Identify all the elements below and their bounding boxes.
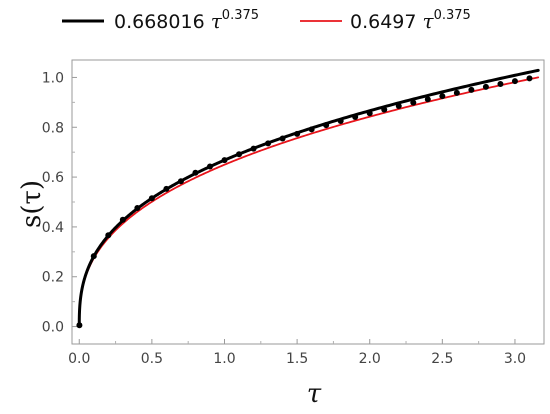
- legend-var-series-1: τ: [211, 9, 223, 33]
- data-point: [337, 117, 344, 124]
- data-point: [497, 81, 504, 88]
- x-axis-ticks: 0.0 0.5 1.0 1.5 2.0 2.5 3.0: [68, 339, 526, 367]
- data-point: [410, 99, 417, 106]
- legend-coef-series-2: 0.6497: [350, 11, 416, 33]
- legend: 0.668016 τ0.375 0.6497 τ0.375: [62, 8, 471, 33]
- data-point: [177, 178, 184, 185]
- data-point: [526, 75, 533, 82]
- y-tick-label: 0.8: [42, 120, 64, 136]
- data-point: [424, 96, 431, 103]
- y-tick-label: 0.0: [42, 320, 64, 336]
- points-layer: [76, 75, 533, 329]
- data-point: [352, 114, 359, 121]
- data-point: [250, 145, 257, 152]
- data-point: [294, 130, 301, 137]
- x-axis-label: τ: [307, 379, 322, 409]
- x-tick-label: 0.0: [68, 351, 90, 367]
- data-point: [366, 110, 373, 117]
- data-point: [163, 185, 170, 192]
- data-point: [511, 78, 518, 85]
- legend-exp-series-1: 0.375: [222, 8, 259, 23]
- data-point: [482, 83, 489, 90]
- data-point: [119, 216, 126, 223]
- y-tick-label: 0.4: [42, 220, 64, 236]
- x-tick-label: 3.0: [504, 351, 526, 367]
- data-point: [192, 169, 199, 176]
- legend-exp-series-2: 0.375: [434, 8, 471, 23]
- data-point: [308, 126, 315, 133]
- data-point: [279, 135, 286, 142]
- data-point: [381, 106, 388, 113]
- y-axis-ticks: 0.0 0.2 0.4 0.6 0.8 1.0: [42, 70, 77, 336]
- data-point: [105, 232, 112, 239]
- data-point: [90, 253, 97, 260]
- x-tick-label: 1.5: [286, 351, 308, 367]
- data-point: [265, 140, 272, 147]
- data-point: [148, 195, 155, 202]
- x-tick-label: 1.0: [213, 351, 235, 367]
- data-point: [395, 103, 402, 110]
- data-point: [221, 157, 228, 164]
- x-tick-label: 2.0: [359, 351, 381, 367]
- data-point: [134, 205, 141, 212]
- data-point: [323, 122, 330, 129]
- x-tick-label: 0.5: [141, 351, 163, 367]
- legend-coef-series-1: 0.668016: [114, 11, 205, 33]
- x-tick-label: 2.5: [431, 351, 453, 367]
- legend-label-series-1: 0.668016 τ0.375: [114, 8, 259, 33]
- data-point: [206, 163, 213, 170]
- data-point: [453, 89, 460, 96]
- legend-var-series-2: τ: [423, 9, 435, 33]
- y-tick-label: 0.2: [42, 270, 64, 286]
- data-point: [439, 93, 446, 100]
- data-point: [468, 86, 475, 93]
- data-point: [76, 322, 83, 329]
- y-tick-label: 0.6: [42, 170, 64, 186]
- y-axis-label: s(τ): [17, 180, 47, 228]
- y-tick-label: 1.0: [42, 70, 64, 86]
- legend-label-series-2: 0.6497 τ0.375: [350, 8, 471, 33]
- data-point: [236, 151, 243, 158]
